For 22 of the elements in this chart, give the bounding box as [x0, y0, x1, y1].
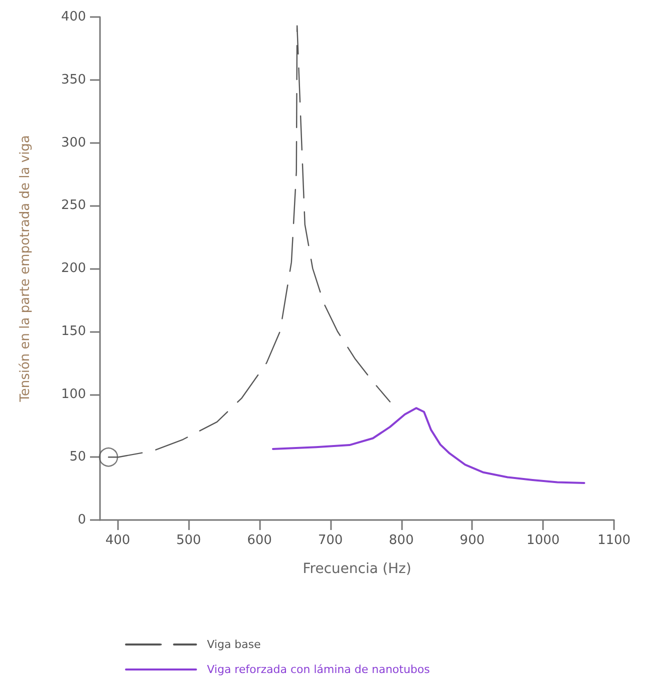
- y-tick-label: 350: [61, 72, 86, 88]
- y-tick-label: 0: [78, 512, 86, 528]
- x-tick-label: 400: [105, 533, 130, 548]
- x-tick-label: 900: [460, 533, 485, 548]
- y-tick-label: 50: [69, 450, 86, 465]
- line-series: [272, 407, 586, 484]
- x-tick-label: 1100: [597, 533, 631, 548]
- x-tick-label: 700: [318, 533, 343, 548]
- y-tick-label: 150: [61, 324, 86, 339]
- y-tick-label: 250: [61, 198, 86, 214]
- y-tick-label: 400: [61, 10, 86, 24]
- text: Viga reforzada con lámina de nanotubos: [207, 663, 430, 676]
- y-tick-label: 100: [61, 386, 86, 402]
- y-axis-title: Tensión en la parte empotrada de la viga: [18, 135, 33, 403]
- x-tick-label: 600: [247, 533, 272, 548]
- x-axis-title: Frecuencia (Hz): [302, 561, 412, 577]
- text: Viga base: [207, 638, 262, 651]
- y-tick-label: 200: [61, 261, 86, 276]
- x-tick-label: 500: [176, 533, 202, 548]
- y-tick-label: 300: [61, 135, 86, 150]
- x-tick-label: 1000: [526, 533, 560, 548]
- x-tick-label: 800: [388, 533, 414, 548]
